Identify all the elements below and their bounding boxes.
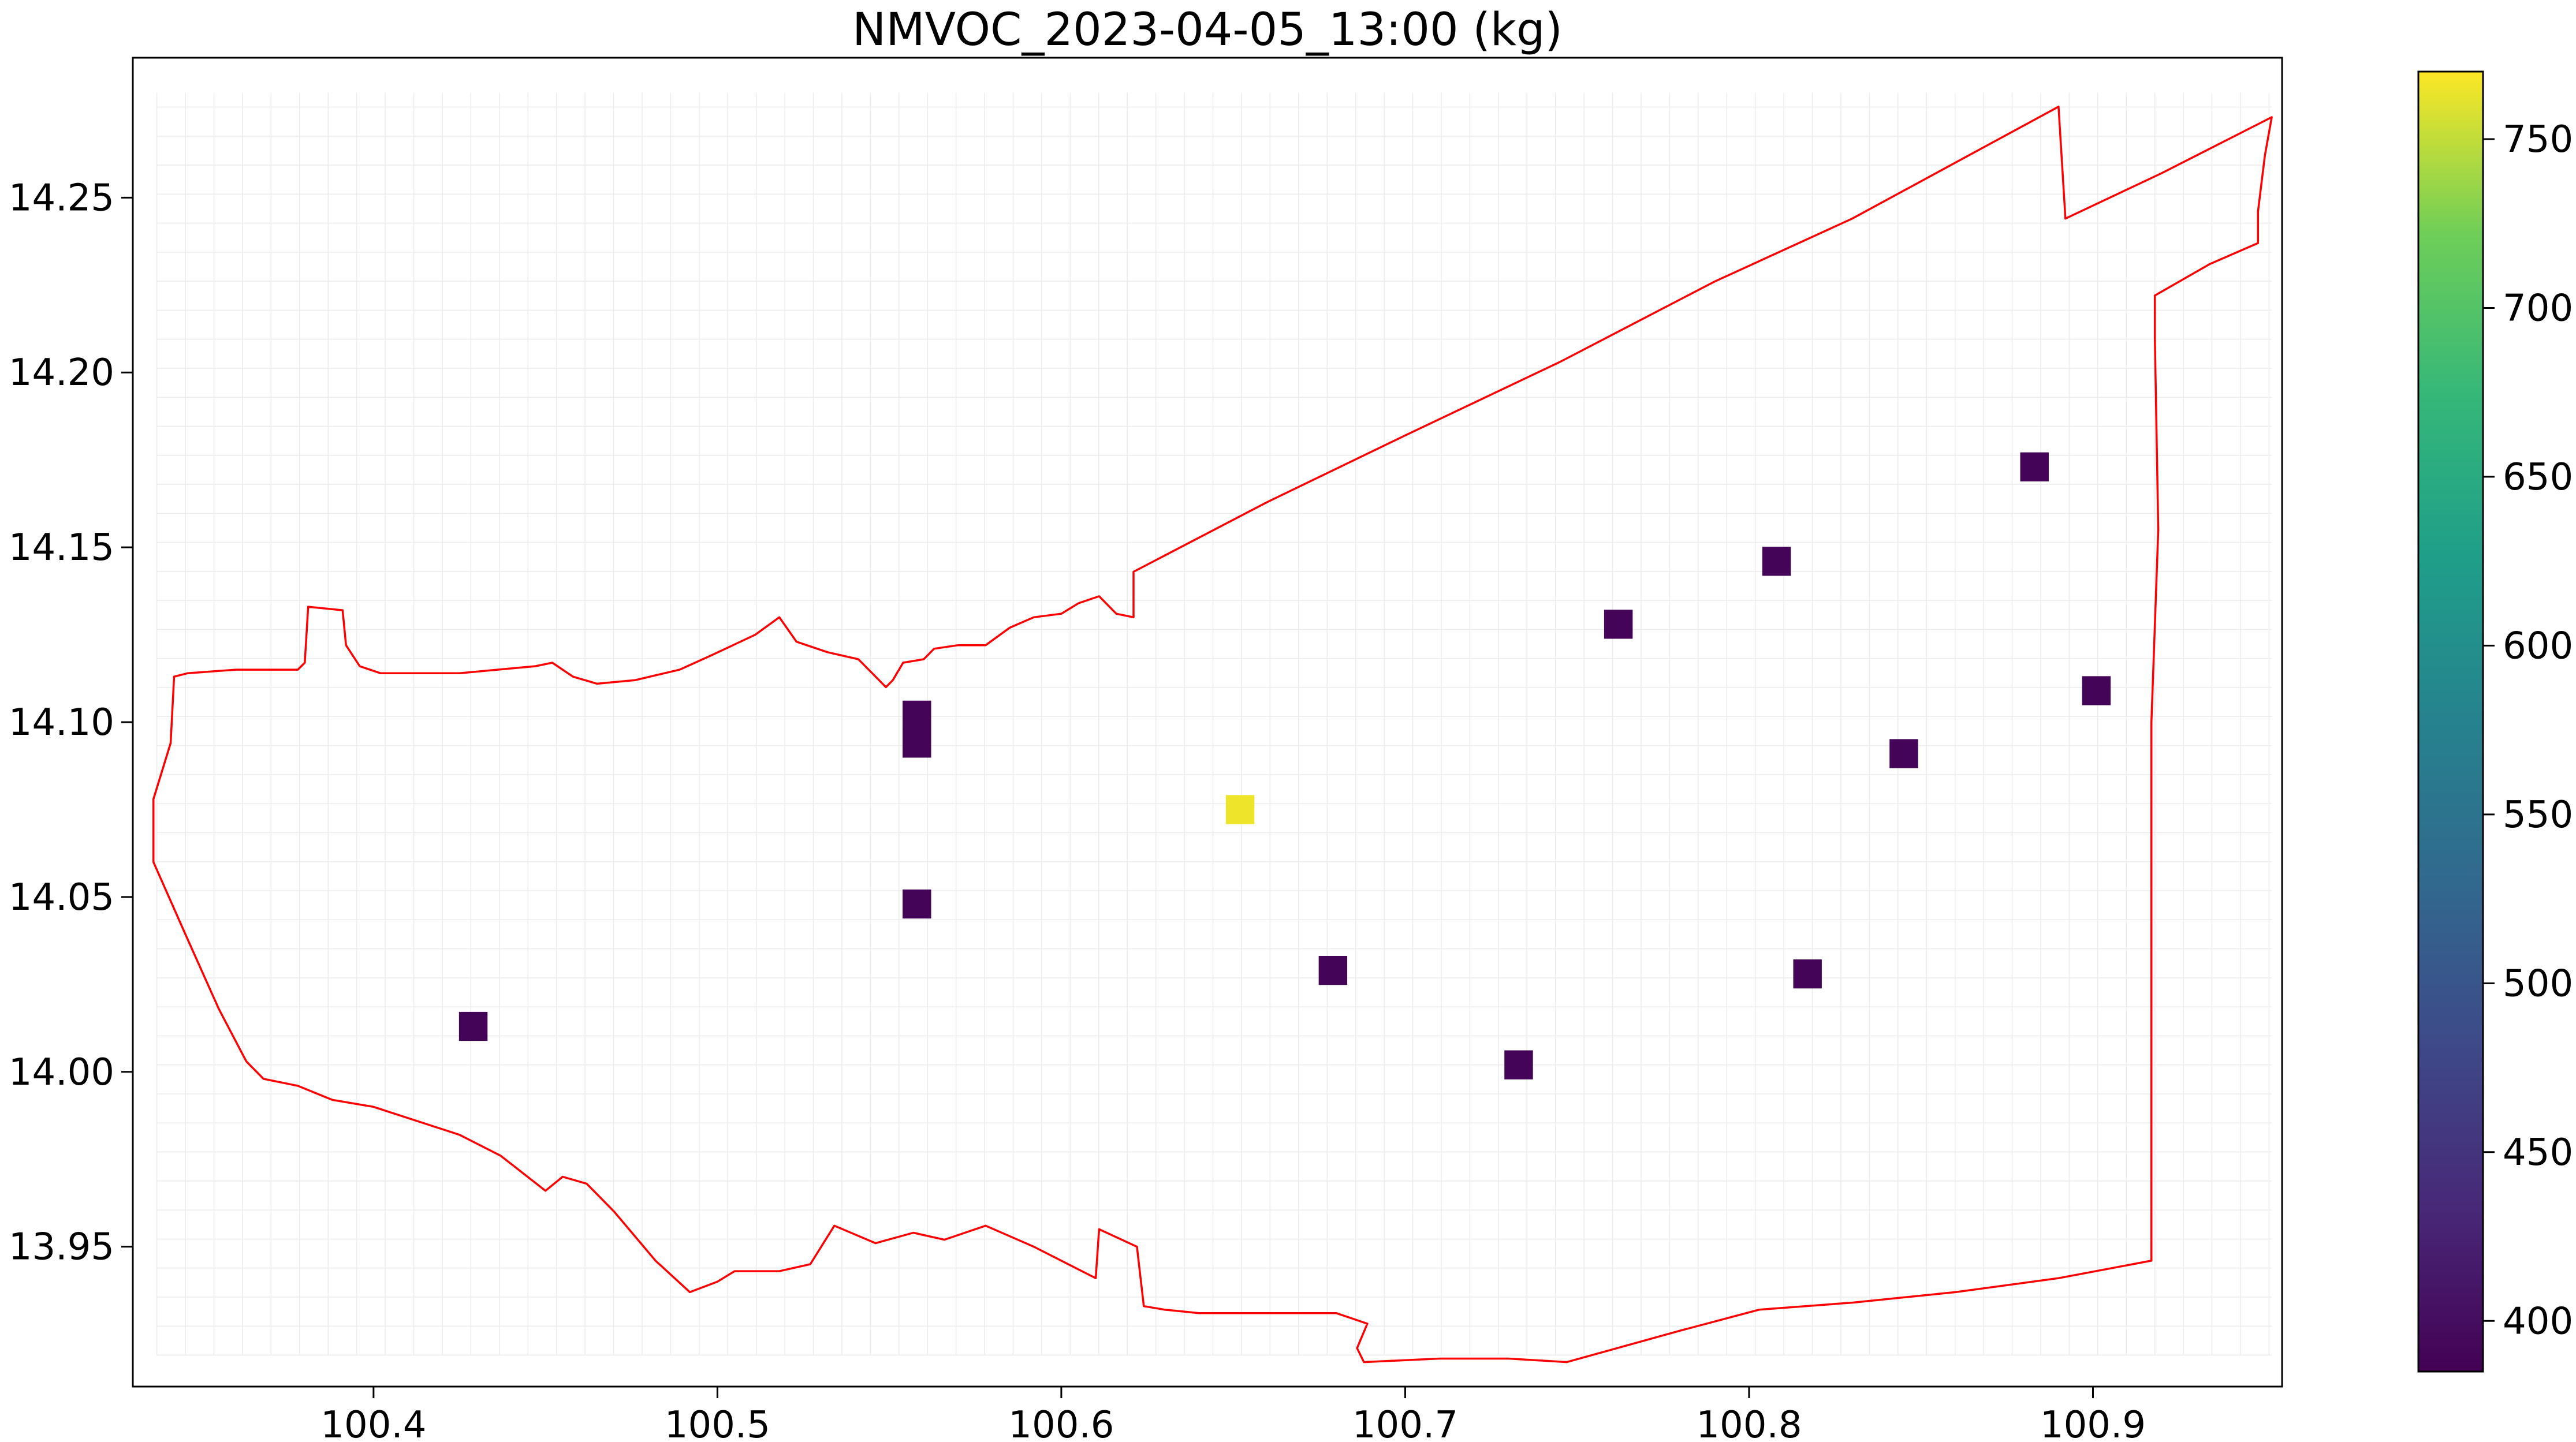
y-tick-label: 14.05: [9, 876, 114, 919]
y-axis: 13.95 14.00 14.05 14.10 14.15 14.20 14.25: [9, 177, 133, 1269]
emission-cells: [458, 452, 2111, 1079]
emission-cell: [903, 729, 931, 758]
colorbar-ticks: 400 450 500 550 600 650 700 750: [2483, 118, 2573, 1343]
chart-title: NMVOC_2023-04-05_13:00 (kg): [852, 4, 1563, 56]
emission-cell: [903, 889, 931, 919]
colorbar-tick-label: 650: [2503, 456, 2573, 499]
x-tick-label: 100.6: [1008, 1404, 1114, 1442]
y-tick-label: 14.20: [9, 352, 114, 394]
plot-area: [132, 57, 2283, 1388]
emission-cell: [458, 1011, 488, 1041]
emission-cell: [1793, 959, 1822, 989]
emission-cell: [1762, 547, 1791, 576]
colorbar-tick-label: 700: [2503, 287, 2573, 330]
colorbar-tick-label: 600: [2503, 625, 2573, 667]
x-tick-label: 100.7: [1352, 1404, 1458, 1442]
colorbar-tick-label: 550: [2503, 794, 2573, 836]
x-tick-label: 100.5: [665, 1404, 770, 1442]
y-tick-label: 14.15: [9, 526, 114, 569]
x-tick-label: 100.8: [1696, 1404, 1802, 1442]
x-tick-label: 100.4: [320, 1404, 426, 1442]
emission-cell: [1225, 795, 1255, 824]
emission-cell: [1318, 955, 1348, 985]
y-tick-label: 14.25: [9, 177, 114, 219]
y-tick-label: 14.10: [9, 701, 114, 744]
emission-cell: [1604, 610, 1633, 639]
colorbar: 400 450 500 550 600 650 700 750: [2417, 70, 2573, 1373]
district-boundary: [152, 106, 2273, 1363]
colorbar-bar: [2417, 70, 2484, 1373]
colorbar-tick-label: 750: [2503, 118, 2573, 161]
emission-cell: [1504, 1050, 1533, 1079]
x-axis: 100.4 100.5 100.6 100.7 100.8 100.9: [320, 1387, 2146, 1442]
colorbar-tick-label: 500: [2503, 962, 2573, 1005]
plot-background: [133, 58, 2282, 1387]
colorbar-tick-label: 450: [2503, 1131, 2573, 1174]
emission-cell: [2020, 452, 2049, 481]
x-tick-label: 100.9: [2040, 1404, 2146, 1442]
emission-cell: [2082, 676, 2111, 705]
grid-layer: [156, 92, 2272, 1356]
colorbar-tick-label: 400: [2503, 1300, 2573, 1343]
emission-cell: [1889, 739, 1918, 768]
y-tick-label: 14.00: [9, 1051, 114, 1094]
emission-cell: [903, 700, 931, 730]
y-tick-label: 13.95: [9, 1226, 114, 1269]
